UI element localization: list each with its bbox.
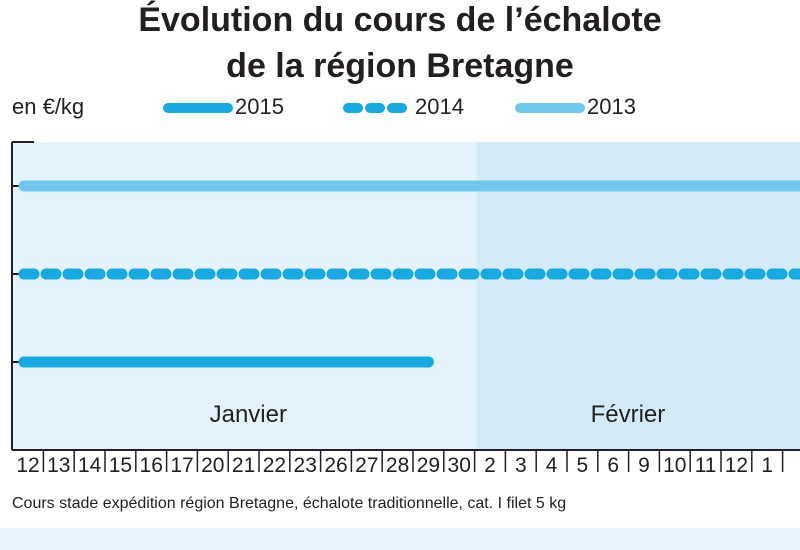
x-tick-label: 16: [140, 454, 163, 477]
x-tick-label: 17: [170, 454, 193, 477]
legend-swatch-2014: [343, 103, 413, 113]
x-tick-label: 30: [448, 454, 471, 477]
plot-bg-fevrier: [476, 142, 800, 450]
chart-title-line-1: Évolution du cours de l’échalote: [138, 1, 662, 39]
x-tick-label: 5: [577, 454, 589, 477]
x-tick-label: 26: [324, 454, 347, 477]
x-tick-label: 12: [16, 454, 39, 477]
month-label: Janvier: [210, 401, 287, 428]
x-tick-label: 12: [725, 454, 748, 477]
x-tick-label: 4: [546, 454, 558, 477]
legend-label-2013: 2013: [587, 94, 636, 119]
x-tick-label: 29: [417, 454, 440, 477]
x-tick-label: 1: [761, 454, 773, 477]
legend-swatch-2013: [515, 103, 585, 113]
legend-swatch-2015: [163, 103, 233, 113]
legend-label-2015: 2015: [235, 94, 284, 119]
x-tick-label: 23: [294, 454, 317, 477]
x-tick-label: 27: [355, 454, 378, 477]
x-tick-label: 14: [78, 454, 102, 477]
x-tick-label: 13: [47, 454, 70, 477]
y-axis-unit-label: en €/kg: [12, 94, 85, 119]
x-tick-label: 15: [109, 454, 132, 477]
x-tick-label: 9: [638, 454, 650, 477]
x-tick-label: 22: [263, 454, 286, 477]
chart-title-line-2: de la région Bretagne: [226, 47, 574, 85]
bottom-band: [0, 528, 800, 550]
x-tick-label: 20: [201, 454, 224, 477]
x-tick-label: 2: [484, 454, 496, 477]
legend-label-2014: 2014: [415, 94, 464, 119]
x-tick-label: 6: [607, 454, 619, 477]
x-tick-label: 11: [695, 454, 717, 477]
chart-footnote: Cours stade expédition région Bretagne, …: [12, 495, 567, 512]
x-tick-label: 10: [663, 454, 686, 477]
month-label: Février: [591, 401, 666, 428]
plot-bg-janvier: [12, 142, 477, 450]
x-tick-label: 28: [386, 454, 409, 477]
x-tick-label: 3: [515, 454, 527, 477]
x-tick-label: 21: [232, 454, 255, 477]
